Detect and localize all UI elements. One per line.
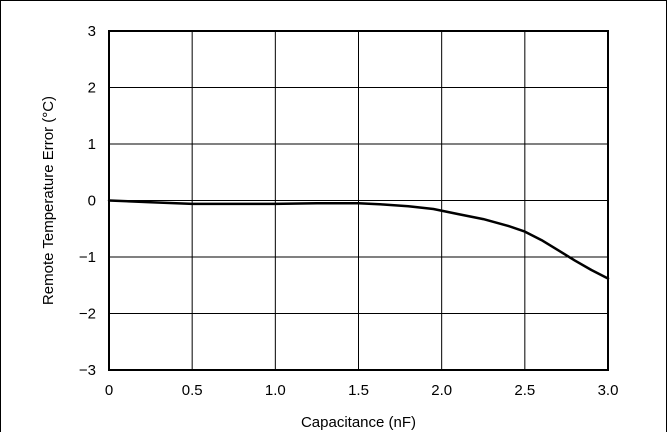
y-tick-label: 1 [88,136,96,153]
y-axis-title: Remote Temperature Error (°C) [40,96,57,305]
y-tick-label: −1 [79,249,96,266]
x-tick-label: 1.5 [348,382,369,399]
x-tick-label: 0 [105,382,113,399]
x-tick-label: 1.0 [265,382,286,399]
x-tick-label: 3.0 [598,382,619,399]
y-tick-label: −2 [79,306,96,323]
x-axis-title: Capacitance (nF) [301,414,416,431]
x-tick-label: 2.5 [514,382,535,399]
x-tick-label: 2.0 [431,382,452,399]
series-layer [107,199,610,280]
y-tick-label: −3 [79,362,96,379]
x-tick-label: 0.5 [182,382,203,399]
series-line [107,199,610,280]
plot-area [108,30,609,371]
y-tick-label: 0 [88,193,96,210]
y-tick-label: 3 [88,23,96,40]
y-tick-labels: 3 2 1 0 −1 −2 −3 [79,23,96,379]
x-tick-labels: 0 0.5 1.0 1.5 2.0 2.5 3.0 [105,382,619,399]
grid [109,31,608,370]
y-tick-label: 2 [88,80,96,97]
